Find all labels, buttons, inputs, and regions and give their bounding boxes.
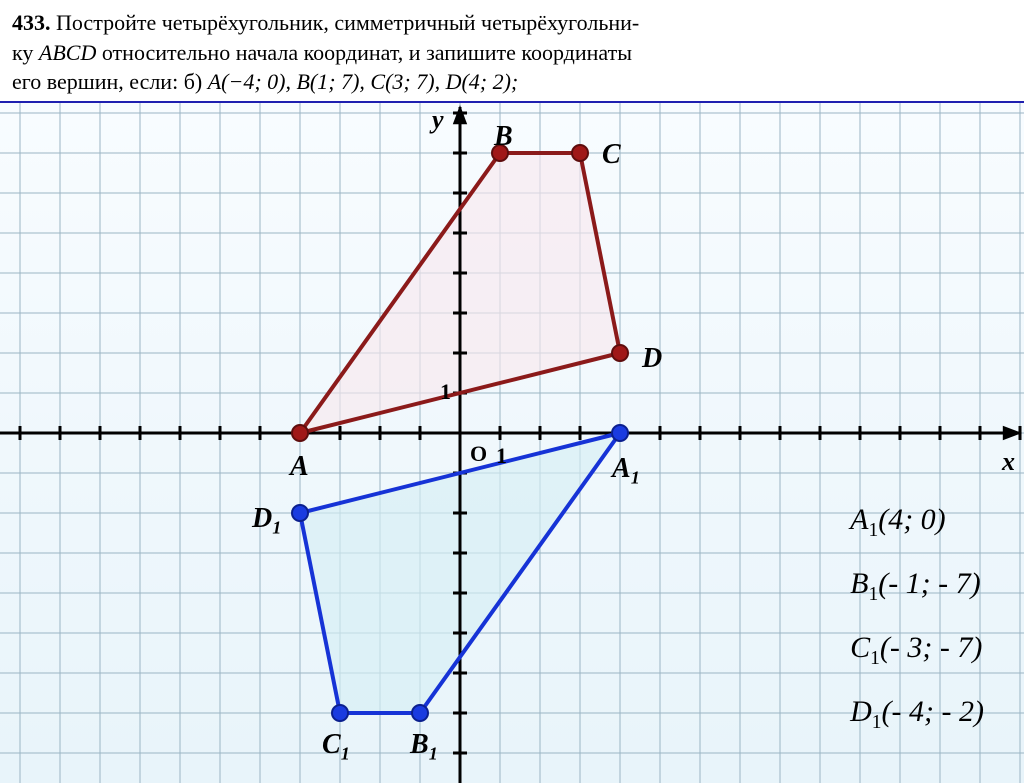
vertex-label-c1: C1	[322, 729, 350, 765]
answer-a1: A1(4; 0)	[850, 488, 984, 552]
coordinate-chart: yxO11ABCDA1B1C1D1 A1(4; 0) B1(- 1; - 7) …	[0, 103, 1024, 783]
vertex-label-a: A	[290, 451, 309, 483]
part-label: б)	[184, 69, 208, 94]
answer-b1: B1(- 1; - 7)	[850, 552, 984, 616]
problem-number: 433.	[12, 10, 51, 35]
vertex-label-d: D	[642, 343, 662, 375]
problem-statement: 433. Постройте четырёхугольник, симметри…	[0, 0, 1024, 103]
x-axis-label: x	[1002, 447, 1015, 477]
vertex-label-b1: B1	[410, 729, 438, 765]
problem-line2a: ку	[12, 40, 39, 65]
problem-line2b: относительно начала координат, и запишит…	[96, 40, 632, 65]
origin-label: O	[470, 441, 487, 467]
problem-line1: Постройте четырёхугольник, симметричный …	[56, 10, 639, 35]
y-axis-label: y	[432, 105, 444, 135]
x-one-label: 1	[496, 443, 507, 469]
problem-line3: его вершин, если:	[12, 69, 184, 94]
answer-c1: C1(- 3; - 7)	[850, 616, 984, 680]
vertex-label-d1: D1	[252, 503, 281, 539]
answers-block: A1(4; 0) B1(- 1; - 7) C1(- 3; - 7) D1(- …	[850, 488, 984, 744]
part-data: A(−4; 0), B(1; 7), C(3; 7), D(4; 2);	[208, 69, 519, 94]
answer-d1: D1(- 4; - 2)	[850, 680, 984, 744]
vertex-label-a1: A1	[612, 453, 640, 489]
vertex-label-c: C	[602, 139, 621, 171]
vertex-label-b: B	[494, 121, 513, 153]
y-one-label: 1	[440, 379, 451, 405]
abcd: ABCD	[39, 40, 96, 65]
